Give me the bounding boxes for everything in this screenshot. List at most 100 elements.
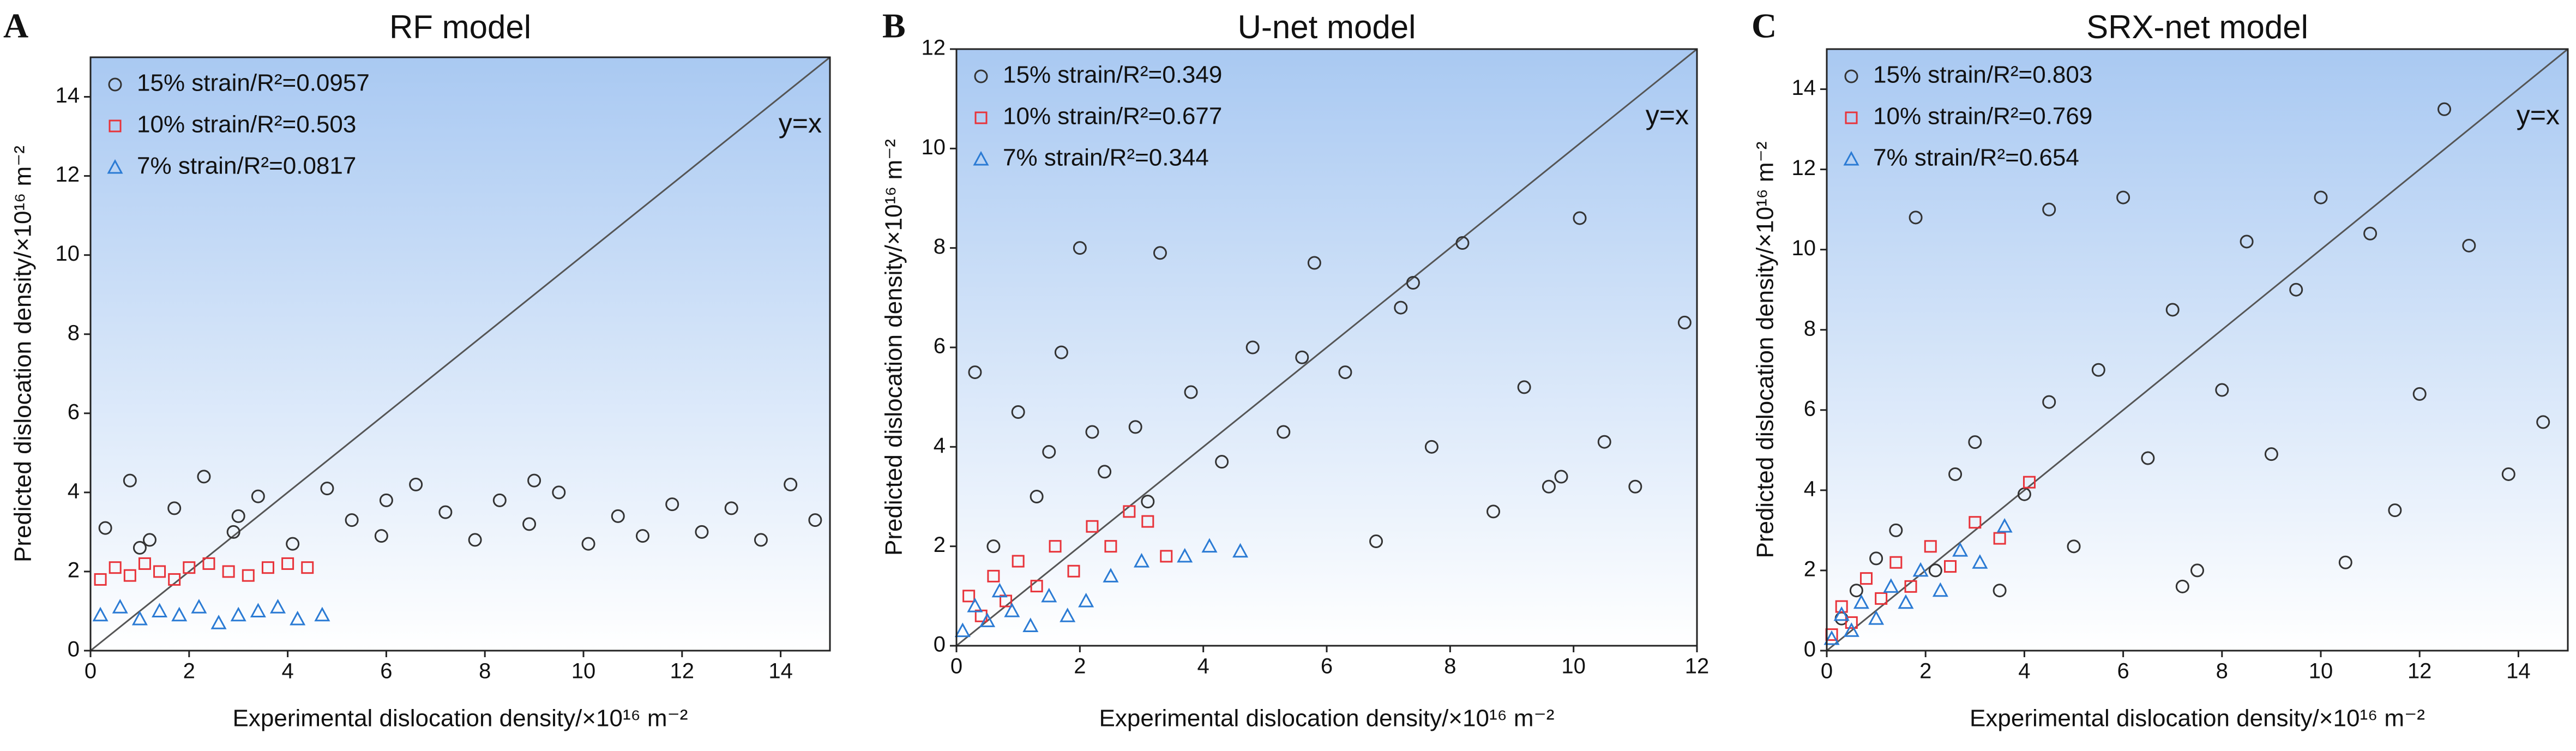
y-tick-label: 2 bbox=[934, 533, 946, 557]
point bbox=[1128, 420, 1142, 434]
point bbox=[1073, 241, 1087, 255]
x-tick-label: 2 bbox=[183, 659, 195, 683]
point bbox=[2116, 190, 2130, 205]
y-axis-label: Predicted dislocation density/×10¹⁶ m⁻² bbox=[881, 139, 907, 556]
point bbox=[109, 561, 122, 574]
x-tick-label: 8 bbox=[479, 659, 491, 683]
legend-marker bbox=[1843, 151, 1859, 166]
y-tick-label: 8 bbox=[934, 235, 946, 259]
x-tick-label: 0 bbox=[1821, 659, 1833, 683]
point bbox=[1177, 548, 1193, 563]
point bbox=[261, 561, 274, 574]
point bbox=[142, 533, 157, 547]
legend-marker bbox=[109, 119, 122, 133]
point bbox=[2215, 383, 2229, 397]
point bbox=[1153, 246, 1167, 260]
x-tick-label: 10 bbox=[571, 659, 596, 683]
annotation: y=x bbox=[1646, 100, 1689, 130]
point bbox=[152, 603, 168, 617]
point bbox=[1295, 350, 1309, 364]
point bbox=[1455, 236, 1470, 250]
x-tick-label: 8 bbox=[2216, 659, 2228, 683]
point bbox=[301, 561, 314, 574]
point bbox=[1859, 572, 1873, 585]
y-tick-label: 10 bbox=[922, 135, 946, 159]
point bbox=[1889, 523, 1903, 537]
point bbox=[1996, 518, 2013, 533]
y-tick-label: 0 bbox=[934, 633, 946, 657]
legend-label: 10% strain/R²=0.503 bbox=[137, 111, 356, 138]
point bbox=[1078, 592, 1094, 608]
point bbox=[92, 606, 109, 622]
point bbox=[1184, 385, 1198, 399]
point bbox=[1277, 425, 1291, 439]
point bbox=[1573, 211, 1587, 225]
point bbox=[138, 557, 151, 570]
x-tick-label: 10 bbox=[2309, 659, 2333, 683]
y-tick-label: 2 bbox=[68, 558, 80, 582]
point bbox=[1993, 532, 2006, 545]
point bbox=[1924, 540, 1937, 553]
x-tick-label: 8 bbox=[1444, 654, 1456, 678]
point bbox=[1948, 467, 1963, 481]
x-tick-label: 10 bbox=[1561, 654, 1586, 678]
point bbox=[1011, 405, 1025, 419]
point bbox=[409, 477, 423, 491]
chart-title: U-net model bbox=[1238, 9, 1416, 45]
point bbox=[552, 485, 566, 500]
point bbox=[1141, 515, 1154, 528]
y-tick-label: 12 bbox=[56, 163, 80, 187]
point bbox=[1086, 520, 1099, 533]
point bbox=[242, 569, 255, 582]
point bbox=[522, 517, 537, 531]
point bbox=[1875, 592, 1888, 605]
legend-label: 15% strain/R²=0.0957 bbox=[137, 70, 370, 97]
point bbox=[1067, 564, 1080, 578]
point bbox=[1849, 584, 1863, 598]
point bbox=[112, 599, 128, 614]
point bbox=[1030, 580, 1043, 593]
point bbox=[98, 521, 112, 535]
point bbox=[1823, 630, 1840, 645]
point bbox=[314, 606, 330, 622]
point bbox=[1554, 470, 1568, 484]
point bbox=[1869, 551, 1883, 566]
x-tick-label: 6 bbox=[1321, 654, 1333, 678]
point bbox=[1486, 504, 1501, 519]
point bbox=[724, 501, 738, 515]
legend-marker bbox=[1844, 69, 1858, 83]
y-tick-label: 14 bbox=[1792, 76, 1816, 100]
point bbox=[1123, 505, 1136, 518]
point bbox=[1969, 516, 1982, 529]
legend-label: 7% strain/R²=0.344 bbox=[1003, 145, 1209, 171]
point bbox=[202, 557, 215, 570]
x-tick-label: 6 bbox=[2117, 659, 2129, 683]
point bbox=[1041, 587, 1057, 603]
point bbox=[1004, 603, 1020, 617]
chart-title: RF model bbox=[389, 9, 531, 45]
panel-label: A bbox=[3, 7, 28, 45]
point bbox=[492, 493, 507, 507]
point bbox=[1909, 211, 1923, 225]
point bbox=[2141, 451, 2155, 465]
point bbox=[1898, 594, 1914, 609]
point bbox=[226, 525, 240, 539]
point bbox=[1030, 490, 1044, 503]
annotation: y=x bbox=[2517, 100, 2560, 130]
point bbox=[1141, 495, 1155, 509]
point bbox=[1889, 556, 1903, 569]
reference-line bbox=[1826, 48, 2568, 652]
point bbox=[665, 497, 679, 512]
x-axis-label: Experimental dislocation density/×10¹⁶ m… bbox=[1970, 705, 2425, 732]
point bbox=[808, 513, 822, 527]
y-tick-label: 6 bbox=[934, 334, 946, 358]
y-axis-label: Predicted dislocation density/×10¹⁶ m⁻² bbox=[1752, 141, 1779, 558]
x-tick-label: 12 bbox=[1685, 654, 1710, 678]
point bbox=[320, 482, 334, 496]
x-tick-label: 14 bbox=[768, 659, 793, 683]
point bbox=[1542, 479, 1556, 494]
x-axis-label: Experimental dislocation density/×10¹⁶ m… bbox=[1099, 705, 1555, 732]
y-axis-label: Predicted dislocation density/×10¹⁶ m⁻² bbox=[10, 146, 37, 562]
point bbox=[438, 505, 453, 519]
